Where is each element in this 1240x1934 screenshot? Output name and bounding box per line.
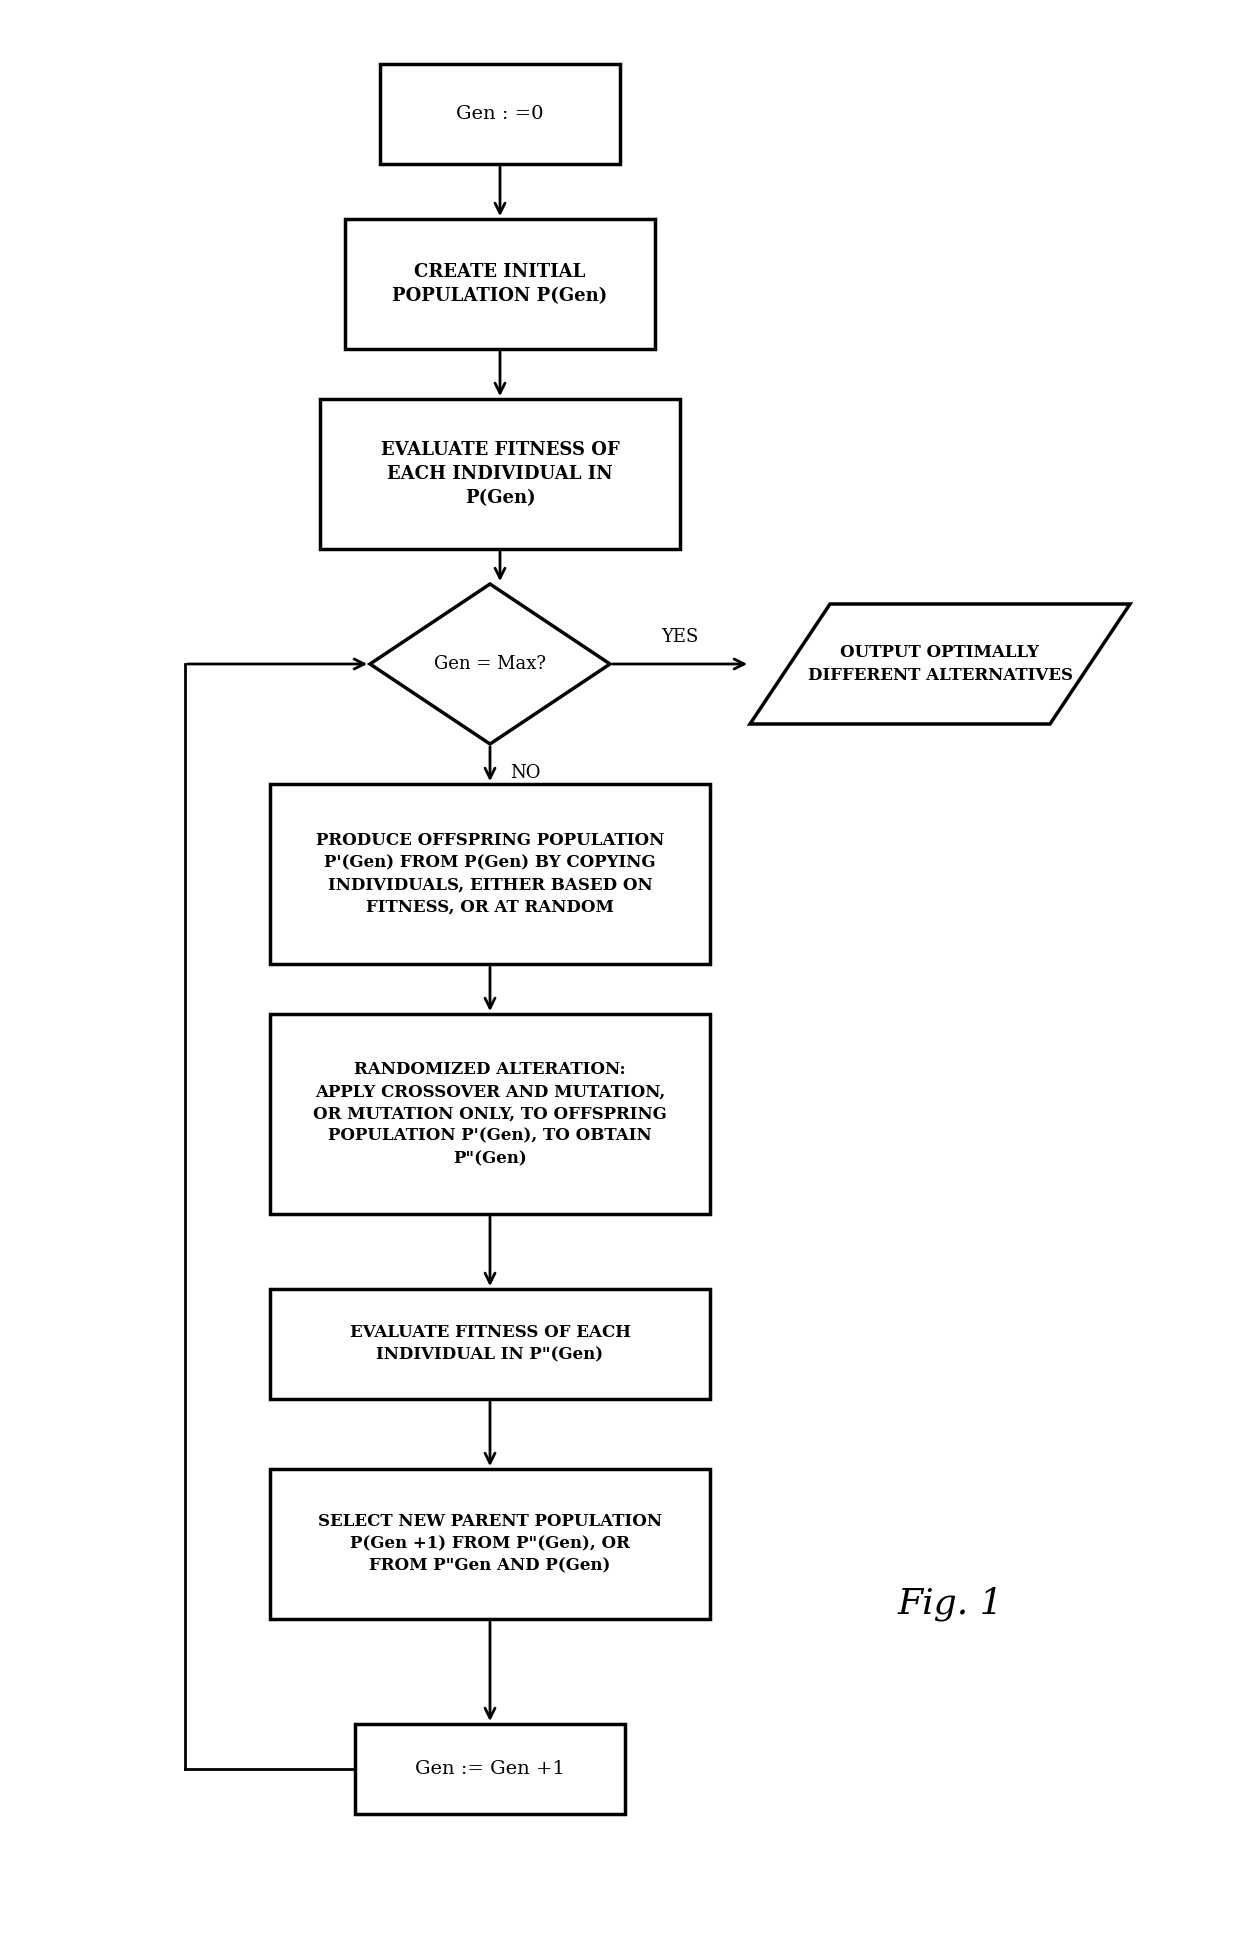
Text: Gen := Gen +1: Gen := Gen +1 (415, 1760, 565, 1777)
Polygon shape (370, 584, 610, 745)
Bar (270, 783, 711, 963)
Text: CREATE INITIAL
POPULATION P(Gen): CREATE INITIAL POPULATION P(Gen) (392, 263, 608, 306)
Bar (270, 1470, 711, 1619)
Text: PRODUCE OFFSPRING POPULATION
P'(Gen) FROM P(Gen) BY COPYING
INDIVIDUALS, EITHER : PRODUCE OFFSPRING POPULATION P'(Gen) FRO… (316, 832, 665, 917)
Text: Gen = Max?: Gen = Max? (434, 656, 546, 673)
Text: EVALUATE FITNESS OF EACH
INDIVIDUAL IN P"(Gen): EVALUATE FITNESS OF EACH INDIVIDUAL IN P… (350, 1325, 630, 1363)
Text: YES: YES (661, 629, 698, 646)
Text: OUTPUT OPTIMALLY
DIFFERENT ALTERNATIVES: OUTPUT OPTIMALLY DIFFERENT ALTERNATIVES (807, 644, 1073, 683)
Bar (355, 1723, 625, 1814)
Bar (270, 1288, 711, 1398)
Text: RANDOMIZED ALTERATION:
APPLY CROSSOVER AND MUTATION,
OR MUTATION ONLY, TO OFFSPR: RANDOMIZED ALTERATION: APPLY CROSSOVER A… (312, 1062, 667, 1166)
Text: NO: NO (510, 764, 541, 781)
Text: Fig. 1: Fig. 1 (897, 1586, 1003, 1621)
Bar (379, 64, 620, 164)
Text: EVALUATE FITNESS OF
EACH INDIVIDUAL IN
P(Gen): EVALUATE FITNESS OF EACH INDIVIDUAL IN P… (381, 441, 619, 507)
Polygon shape (750, 603, 1130, 723)
Text: Gen : =0: Gen : =0 (456, 104, 544, 124)
Bar (270, 1013, 711, 1215)
Text: SELECT NEW PARENT POPULATION
P(Gen +1) FROM P"(Gen), OR
FROM P"Gen AND P(Gen): SELECT NEW PARENT POPULATION P(Gen +1) F… (317, 1512, 662, 1574)
Bar (320, 398, 680, 549)
Bar (345, 219, 655, 348)
